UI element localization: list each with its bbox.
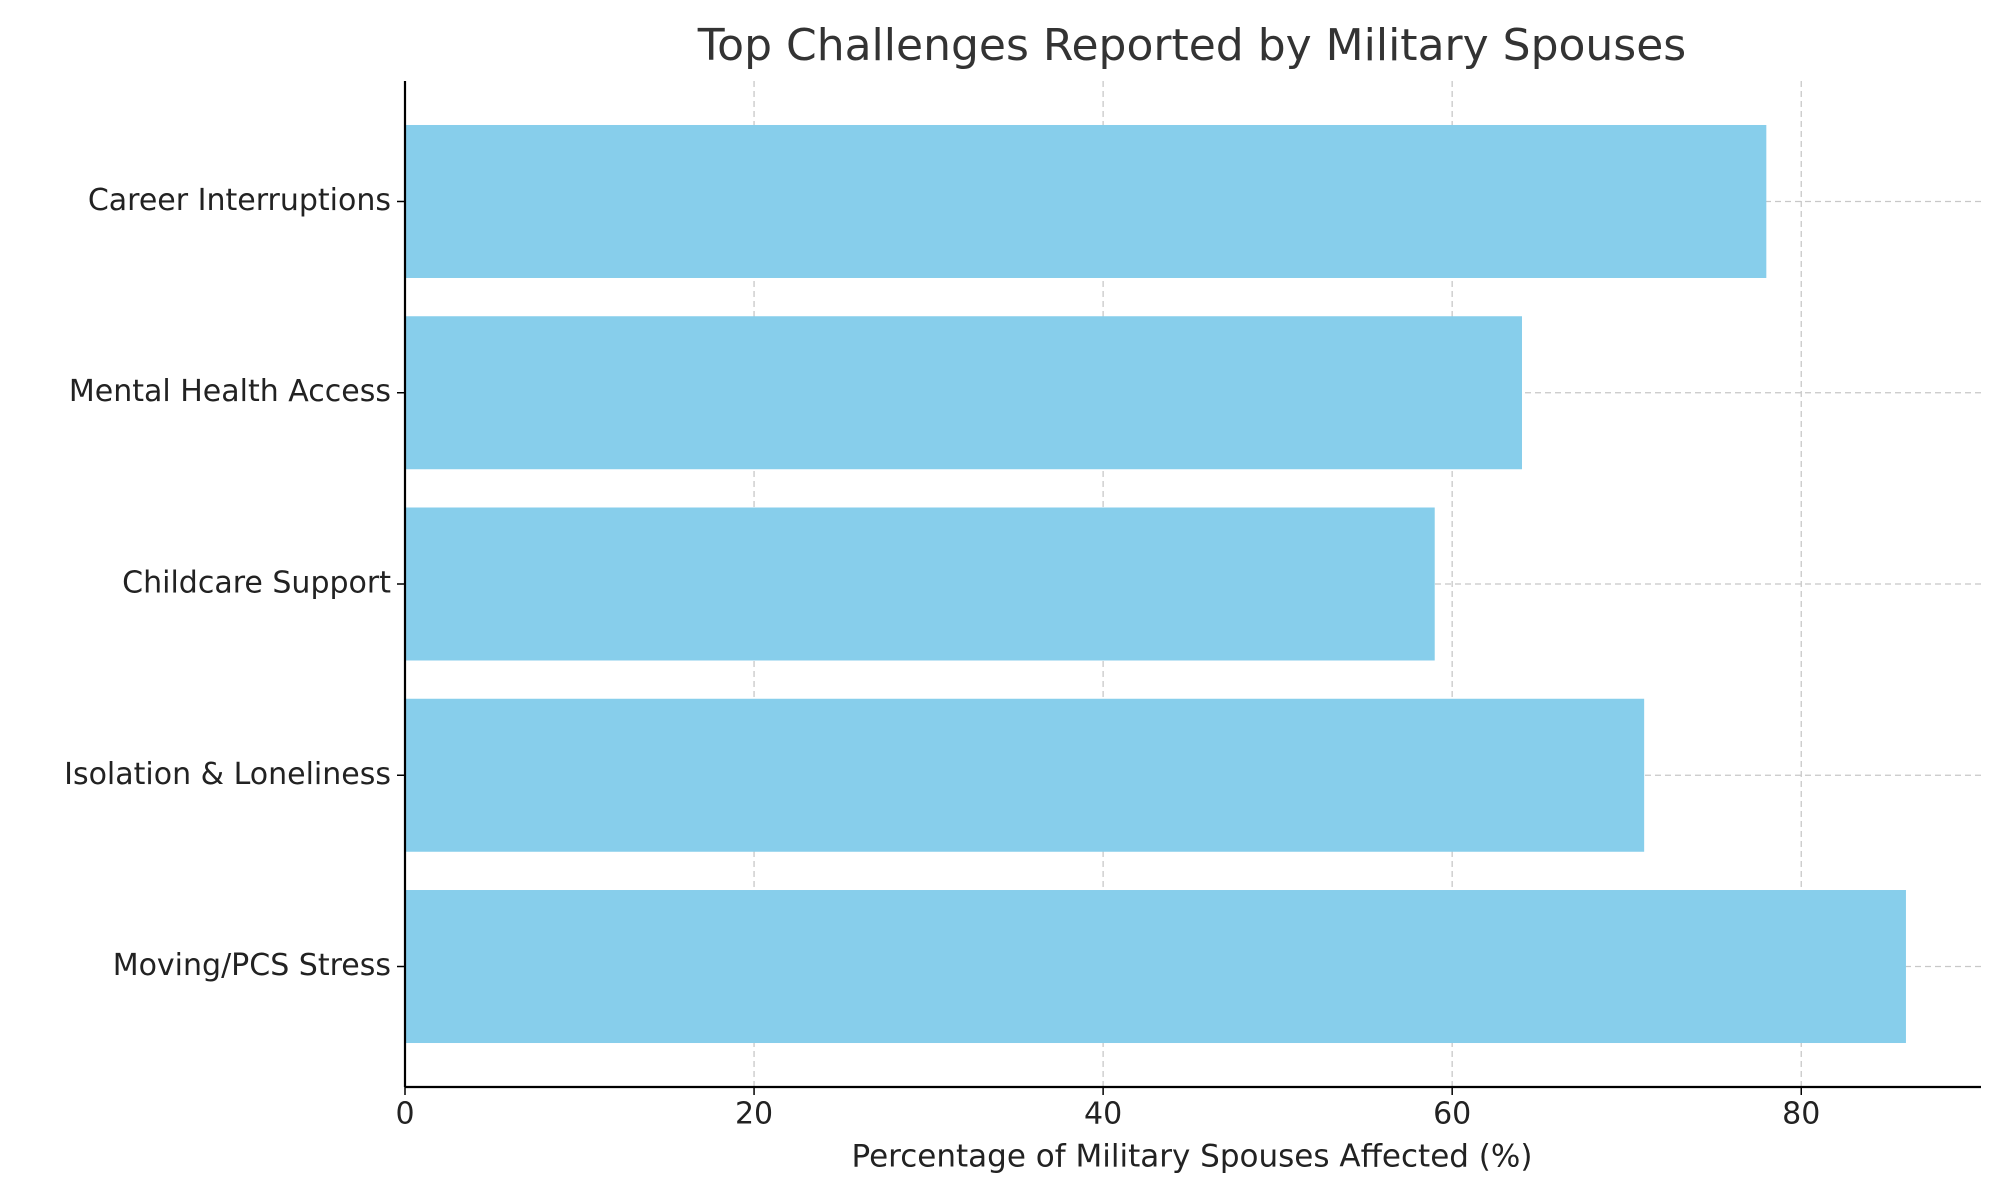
y-tick-label: Career Interruptions (88, 183, 391, 218)
y-tick-label: Childcare Support (122, 566, 391, 601)
x-tick-label: 40 (1084, 1097, 1122, 1132)
bar (405, 698, 1645, 852)
chart-title: Top Challenges Reported by Military Spou… (697, 20, 1686, 71)
x-axis-label: Percentage of Military Spouses Affected … (852, 1139, 1533, 1175)
bar (405, 316, 1522, 470)
x-tick-label: 20 (735, 1097, 773, 1132)
x-tick-label: 80 (1782, 1097, 1820, 1132)
y-tick-label: Isolation & Loneliness (64, 757, 391, 792)
bar (405, 890, 1906, 1044)
y-tick-label: Moving/PCS Stress (113, 948, 391, 983)
y-tick-label: Mental Health Access (69, 374, 391, 409)
x-tick-label: 0 (395, 1097, 414, 1132)
bar (405, 124, 1767, 278)
bar (405, 507, 1435, 661)
x-tick-label: 60 (1433, 1097, 1471, 1132)
